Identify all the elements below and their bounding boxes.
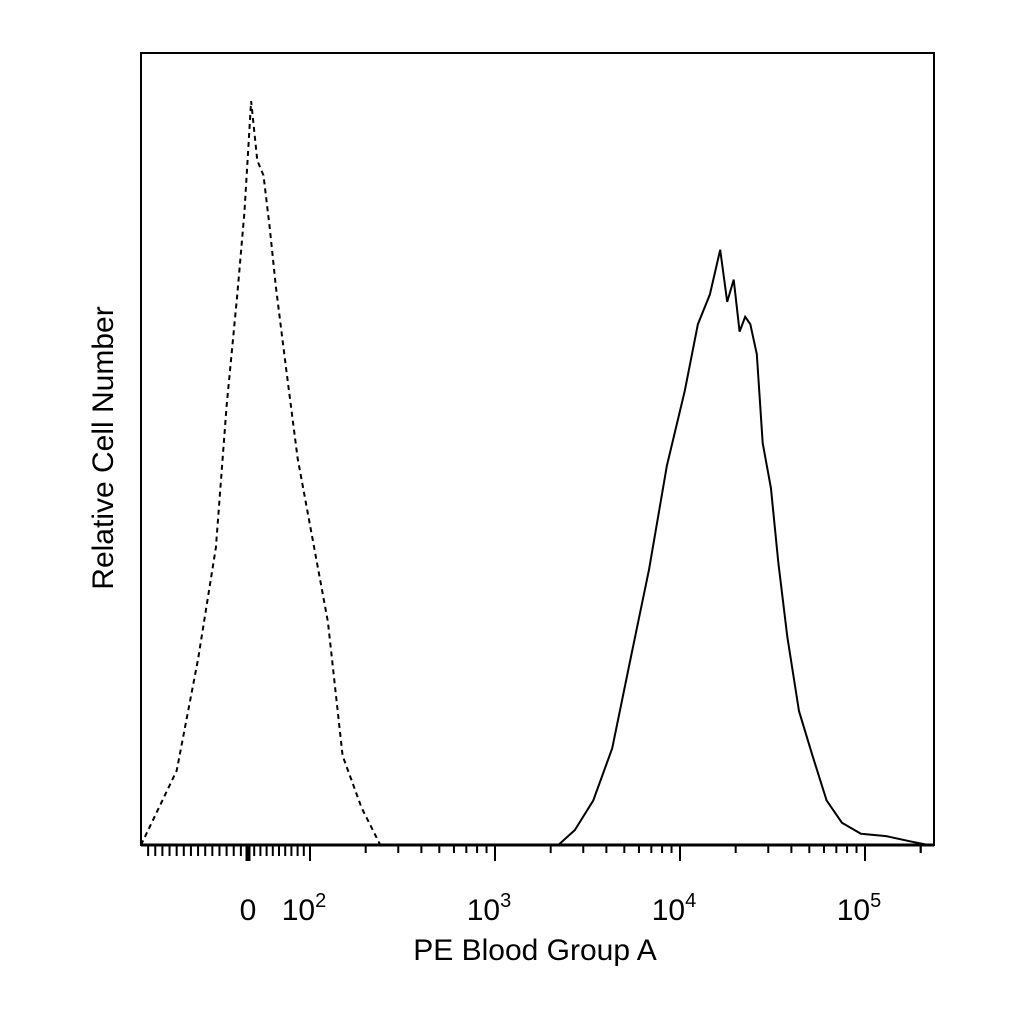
x-axis-title: PE Blood Group A <box>413 934 657 967</box>
stained-histogram-line <box>557 249 929 846</box>
x-tick-label: 103 <box>467 890 512 927</box>
x-tick-label: 0 <box>240 894 257 927</box>
x-axis <box>141 843 934 861</box>
control-histogram-line <box>140 100 382 846</box>
x-tick-label: 102 <box>282 890 327 927</box>
x-tick-label: 104 <box>652 890 697 927</box>
series-layer <box>140 100 929 846</box>
x-tick-label: 105 <box>837 890 882 927</box>
plot-frame <box>140 52 935 846</box>
y-axis-title: Relative Cell Number <box>87 306 120 589</box>
x-tick-labels: 0 102 103 104 105 <box>240 890 882 927</box>
